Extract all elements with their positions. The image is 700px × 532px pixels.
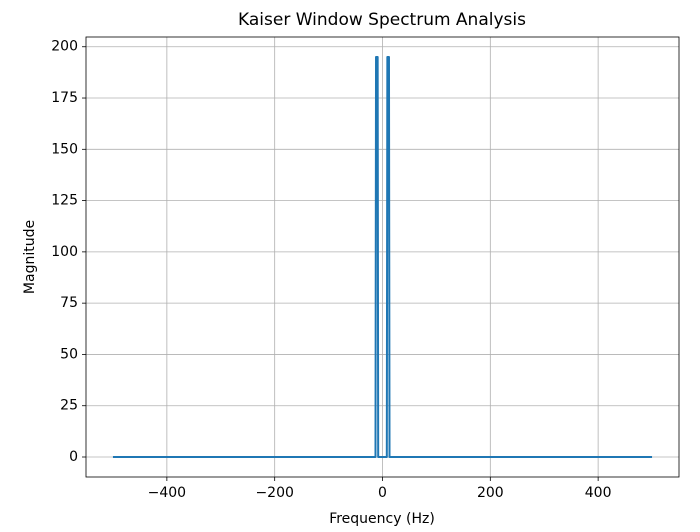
y-tick-label: 175 bbox=[51, 90, 78, 106]
y-tick-label: 150 bbox=[51, 141, 78, 157]
y-tick-label: 200 bbox=[51, 39, 78, 55]
y-axis-label: Magnitude bbox=[22, 220, 38, 294]
x-axis-label: Frequency (Hz) bbox=[329, 511, 435, 527]
chart-title: Kaiser Window Spectrum Analysis bbox=[238, 10, 526, 30]
y-tick-label: 25 bbox=[60, 398, 78, 414]
y-tick-label: 75 bbox=[60, 295, 78, 311]
x-tick-label: −200 bbox=[255, 485, 293, 501]
x-tick-label: 200 bbox=[477, 485, 504, 501]
y-tick-label: 125 bbox=[51, 193, 78, 209]
line-series bbox=[112, 56, 653, 458]
y-tick-label: 0 bbox=[69, 449, 78, 465]
x-tick-label: 400 bbox=[585, 485, 612, 501]
x-tick-label: −400 bbox=[148, 485, 186, 501]
y-tick-label: 100 bbox=[51, 244, 78, 260]
plot-frame bbox=[85, 36, 680, 478]
x-tick-label: 0 bbox=[378, 485, 387, 501]
y-tick-label: 50 bbox=[60, 346, 78, 362]
